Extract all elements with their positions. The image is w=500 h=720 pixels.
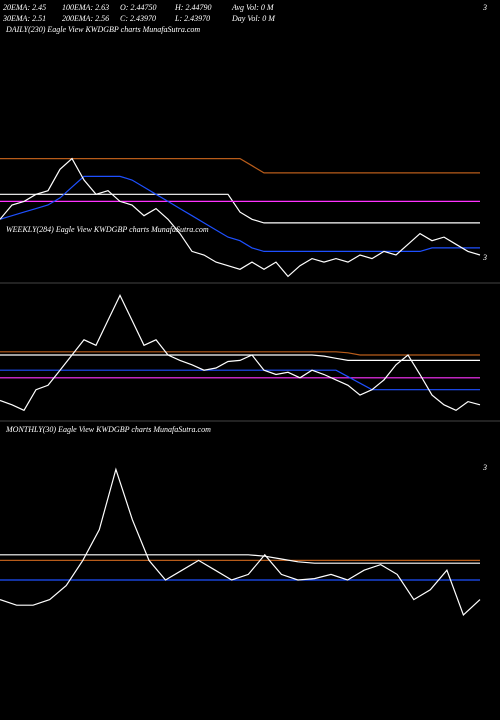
header-stat: Day Vol: 0 M (231, 14, 276, 23)
price-line (0, 467, 481, 617)
price-line (0, 354, 480, 361)
header-stat: H: 2.44790 (174, 3, 211, 12)
header-stat: L: 2.43970 (174, 14, 210, 23)
price-line (0, 193, 480, 224)
price-line (0, 351, 480, 356)
price-label: 3 (482, 253, 487, 262)
header-stat: C: 2.43970 (120, 14, 156, 23)
panel-title: MONTHLY(30) Eagle View KWDGBP charts Mun… (5, 425, 211, 434)
header-stat: Avg Vol: 0 M (231, 3, 275, 12)
header-stat: O: 2.44750 (120, 3, 156, 12)
price-line (0, 158, 480, 174)
panel-title: DAILY(230) Eagle View KWDGBP charts Muna… (5, 25, 200, 34)
price-line (0, 554, 480, 564)
price-line (0, 369, 480, 391)
price-line (0, 294, 481, 412)
header-stat: 20EMA: 2.45 (3, 3, 46, 12)
price-line (0, 157, 481, 278)
header-stat: 200EMA: 2.56 (62, 14, 109, 23)
header-stat: 30EMA: 2.51 (2, 14, 46, 23)
price-line (0, 175, 480, 252)
header-right: 3 (482, 3, 487, 12)
price-label: 3 (482, 463, 487, 472)
panel-title: WEEKLY(284) Eagle View KWDGBP charts Mun… (6, 225, 209, 234)
header-stat: 100EMA: 2.63 (62, 3, 109, 12)
